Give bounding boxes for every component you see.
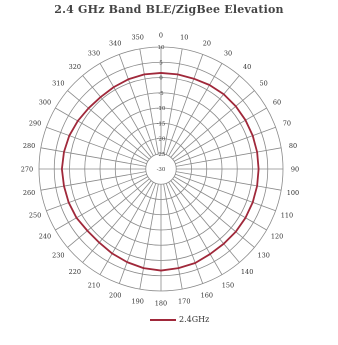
angle-label: 310: [52, 79, 64, 87]
angle-label: 30: [224, 49, 232, 57]
angle-tick-labels: 0 102030405060708090100110120130140150160…: [21, 32, 299, 308]
grid-spoke: [174, 176, 267, 231]
angle-label: 340: [109, 40, 121, 48]
grid-spoke: [67, 90, 150, 160]
angle-label: 170: [178, 297, 190, 305]
grid-spoke: [175, 147, 282, 167]
legend: 2.4GHz: [150, 315, 209, 324]
grid-spoke: [175, 171, 282, 191]
angle-label: 100: [287, 189, 299, 197]
legend-swatch-2-4ghz: [150, 318, 176, 321]
grid-spoke: [40, 147, 147, 167]
angle-label: 130: [257, 252, 269, 260]
radial-label: 0: [159, 76, 163, 82]
radial-label: -5: [158, 91, 164, 97]
angle-label: 190: [132, 297, 144, 305]
radial-label: 10: [158, 45, 165, 51]
angle-label: 280: [23, 142, 35, 150]
series-line-2-4ghz: [60, 72, 260, 272]
grid-spoke: [139, 48, 159, 155]
angle-label: 300: [39, 99, 51, 107]
angle-label: 270: [21, 166, 33, 174]
angle-label: 210: [88, 282, 100, 290]
grid-spoke: [163, 48, 183, 155]
angle-label: 140: [241, 268, 253, 276]
grid-spoke: [46, 173, 147, 212]
angle-label: 90: [291, 166, 299, 174]
grid-spoke: [99, 182, 154, 275]
grid-spoke: [168, 63, 223, 156]
grid-spoke: [67, 178, 150, 248]
angle-label: 60: [273, 99, 281, 107]
angle-label: 20: [203, 40, 211, 48]
grid-spoke: [172, 178, 255, 248]
angular-grid: [39, 47, 283, 291]
angle-label: 220: [69, 268, 81, 276]
grid-spoke: [55, 107, 148, 162]
radial-label: -10: [157, 106, 166, 112]
radial-label: 5: [159, 60, 163, 66]
radial-tick-labels: -30 -25 -20 -15 -10 -5 0 5 10: [157, 45, 166, 173]
series-layer: [60, 72, 260, 272]
angle-label: 240: [39, 233, 51, 241]
grid-spoke: [118, 54, 157, 155]
angle-label: 330: [88, 49, 100, 57]
grid-spoke: [170, 75, 240, 158]
angle-label: 290: [29, 120, 41, 128]
radial-label: -20: [157, 137, 166, 143]
grid-spoke: [168, 182, 223, 275]
grid-spoke: [82, 180, 152, 263]
chart-title: 2.4 GHz Band BLE/ZigBee Elevation: [54, 3, 284, 16]
grid-spoke: [175, 173, 276, 212]
grid-spoke: [175, 126, 276, 165]
grid-spoke: [163, 183, 183, 290]
angle-label: 40: [243, 63, 251, 71]
angle-label: 0: [159, 32, 163, 40]
angle-label: 50: [260, 79, 268, 87]
angle-label: 10: [180, 34, 188, 42]
angle-label: 160: [201, 291, 213, 299]
grid-spoke: [99, 63, 154, 156]
grid-spoke: [172, 90, 255, 160]
grid-spoke: [82, 75, 152, 158]
angle-label: 110: [281, 211, 293, 219]
angle-label: 150: [222, 282, 234, 290]
radial-label: -25: [157, 152, 166, 158]
angle-label: 180: [155, 300, 167, 308]
angle-label: 260: [23, 189, 35, 197]
angle-label: 320: [69, 63, 81, 71]
angle-label: 120: [271, 233, 283, 241]
angle-label: 250: [29, 211, 41, 219]
angle-label: 230: [52, 252, 64, 260]
grid-spoke: [46, 126, 147, 165]
angle-label: 350: [132, 34, 144, 42]
legend-label-2-4ghz: 2.4GHz: [179, 315, 210, 324]
radial-label: -15: [157, 121, 166, 127]
angle-label: 80: [289, 142, 297, 150]
radial-label: -30: [157, 167, 166, 173]
angle-label: 70: [283, 120, 291, 128]
grid-spoke: [139, 183, 159, 290]
angle-label: 200: [109, 291, 121, 299]
grid-spoke: [174, 107, 267, 162]
grid-spoke: [170, 180, 240, 263]
grid-spoke: [165, 54, 204, 155]
grid-spoke: [118, 183, 157, 284]
grid-spoke: [55, 176, 148, 231]
grid-spoke: [165, 183, 204, 284]
grid-spoke: [40, 171, 147, 191]
